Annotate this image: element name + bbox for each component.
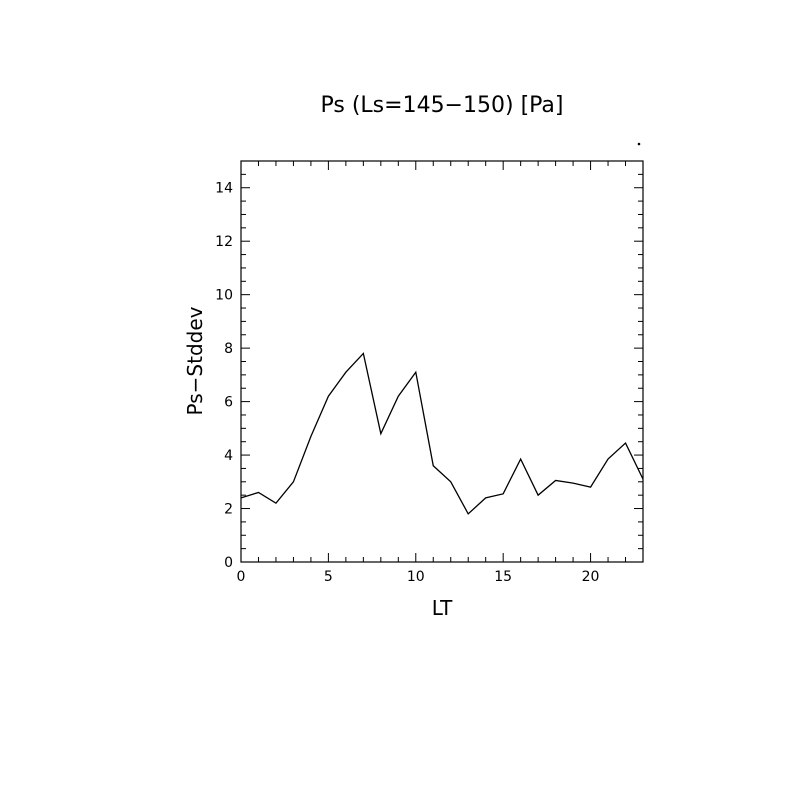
x-tick-label: 10: [407, 569, 425, 585]
chart-title: Ps (Ls=145−150) [Pa]: [321, 93, 564, 118]
y-axis-label: Ps−Stddev: [183, 306, 207, 415]
axis-ticks: [240, 160, 644, 563]
x-tick-label: 5: [324, 569, 333, 585]
y-tick-label: 14: [215, 181, 233, 197]
y-tick-label: 4: [224, 448, 233, 464]
plot-frame: [240, 160, 644, 563]
y-tick-label: 8: [224, 341, 233, 357]
x-axis-label: LT: [432, 596, 453, 620]
data-points: [241, 353, 643, 513]
tick-labels: 0 5 10 15 20 0 2 4 6 8 10 12 14: [215, 181, 599, 585]
x-tick-label: 20: [582, 569, 600, 585]
x-tick-label: 0: [237, 569, 246, 585]
x-tick-label: 15: [494, 569, 512, 585]
series-line: [240, 352, 644, 515]
y-tick-label: 2: [224, 502, 233, 518]
y-tick-label: 0: [224, 555, 233, 571]
y-tick-label: 6: [224, 395, 233, 411]
y-tick-label: 10: [215, 288, 233, 304]
corner-dot: [637, 142, 641, 146]
y-tick-label: 12: [215, 234, 233, 250]
